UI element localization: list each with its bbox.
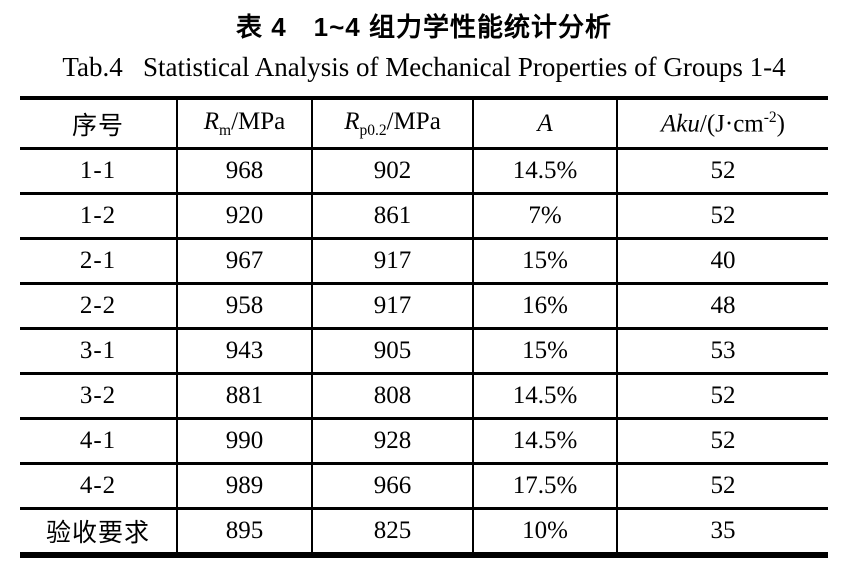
- value-cell: 14.5%: [473, 373, 618, 420]
- value-cell: 958: [177, 283, 313, 330]
- row-label-cell: 验收要求: [20, 508, 178, 555]
- header-symbol: Aku: [661, 110, 700, 138]
- mechanical-properties-table: 序号 Rm/MPa Rp0.2/MPa A Aku/(J·cm-2) 1-1 96…: [20, 96, 828, 558]
- table-body: 1-1 968 902 14.5% 52 1-2 920 861 7% 52 2-1 967 917 15…: [20, 148, 828, 555]
- value-cell: 895: [177, 508, 313, 555]
- column-header-aku: Aku/(J·cm-2): [617, 98, 828, 150]
- header-symbol: R: [203, 107, 220, 135]
- value-cell: 15%: [473, 328, 618, 375]
- value-cell: 881: [177, 373, 313, 420]
- value-cell: 14.5%: [473, 418, 618, 465]
- header-symbol: A: [537, 109, 553, 137]
- value-cell: 902: [312, 148, 474, 195]
- value-cell: 989: [177, 463, 313, 510]
- table-row: 4-1 990 928 14.5% 52: [20, 418, 828, 465]
- value-cell: 48: [617, 283, 828, 330]
- table-row: 2-2 958 917 16% 48: [20, 283, 828, 330]
- value-cell: 966: [312, 463, 474, 510]
- value-cell: 53: [617, 328, 828, 375]
- value-cell: 52: [617, 418, 828, 465]
- row-label-cell: 1-2: [20, 193, 178, 240]
- table-row: 验收要求 895 825 10% 35: [20, 508, 828, 555]
- value-cell: 14.5%: [473, 148, 618, 195]
- header-symbol: R: [344, 107, 360, 135]
- header-subscript: m: [219, 121, 232, 139]
- value-cell: 990: [177, 418, 313, 465]
- value-cell: 920: [177, 193, 313, 240]
- value-cell: 808: [312, 373, 474, 420]
- table-title-english: Tab.4 Statistical Analysis of Mechanical…: [62, 52, 786, 82]
- value-cell: 917: [312, 238, 474, 285]
- table-row: 1-2 920 861 7% 52: [20, 193, 828, 240]
- value-cell: 825: [312, 508, 474, 555]
- header-unit-close: ): [776, 110, 785, 138]
- value-cell: 15%: [473, 238, 618, 285]
- table-row: 3-2 881 808 14.5% 52: [20, 373, 828, 420]
- column-header-rp02: Rp0.2/MPa: [312, 98, 474, 150]
- value-cell: 52: [617, 463, 828, 510]
- value-cell: 40: [617, 238, 828, 285]
- table-row: 2-1 967 917 15% 40: [20, 238, 828, 285]
- header-unit: /MPa: [386, 107, 441, 135]
- header-label: 序号: [71, 112, 124, 140]
- header-superscript: -2: [763, 108, 777, 126]
- header-unit: /MPa: [231, 107, 286, 135]
- row-label-cell: 4-2: [20, 463, 178, 510]
- row-label-cell: 3-2: [20, 373, 178, 420]
- value-cell: 10%: [473, 508, 618, 555]
- table-row: 4-2 989 966 17.5% 52: [20, 463, 828, 510]
- value-cell: 52: [617, 373, 828, 420]
- value-cell: 16%: [473, 283, 618, 330]
- column-header-rm: Rm/MPa: [177, 98, 313, 150]
- header-row: 序号 Rm/MPa Rp0.2/MPa A Aku/(J·cm-2): [20, 98, 828, 150]
- header-subscript: p0.2: [359, 121, 387, 139]
- header-unit: /(J·cm: [699, 110, 764, 138]
- value-cell: 917: [312, 283, 474, 330]
- row-label-cell: 3-1: [20, 328, 178, 375]
- row-label-cell: 2-1: [20, 238, 178, 285]
- table-row: 1-1 968 902 14.5% 52: [20, 148, 828, 195]
- value-cell: 968: [177, 148, 313, 195]
- value-cell: 35: [710, 517, 736, 544]
- row-label-cell: 2-2: [20, 283, 178, 330]
- value-cell: 52: [617, 148, 828, 195]
- value-cell: 905: [312, 328, 474, 375]
- value-cell: 17.5%: [473, 463, 618, 510]
- column-header-elongation: A: [473, 98, 618, 150]
- value-cell: 943: [177, 328, 313, 375]
- value-cell: 861: [312, 193, 474, 240]
- row-label-cell: 4-1: [20, 418, 178, 465]
- value-cell: 52: [617, 193, 828, 240]
- value-cell: 7%: [473, 193, 618, 240]
- row-label-cell: 1-1: [20, 148, 178, 195]
- value-cell: 928: [312, 418, 474, 465]
- column-header-index: 序号: [20, 98, 178, 150]
- table-title-chinese: 表 4 1~4 组力学性能统计分析: [235, 12, 612, 42]
- value-cell: 967: [177, 238, 313, 285]
- table-row: 3-1 943 905 15% 53: [20, 328, 828, 375]
